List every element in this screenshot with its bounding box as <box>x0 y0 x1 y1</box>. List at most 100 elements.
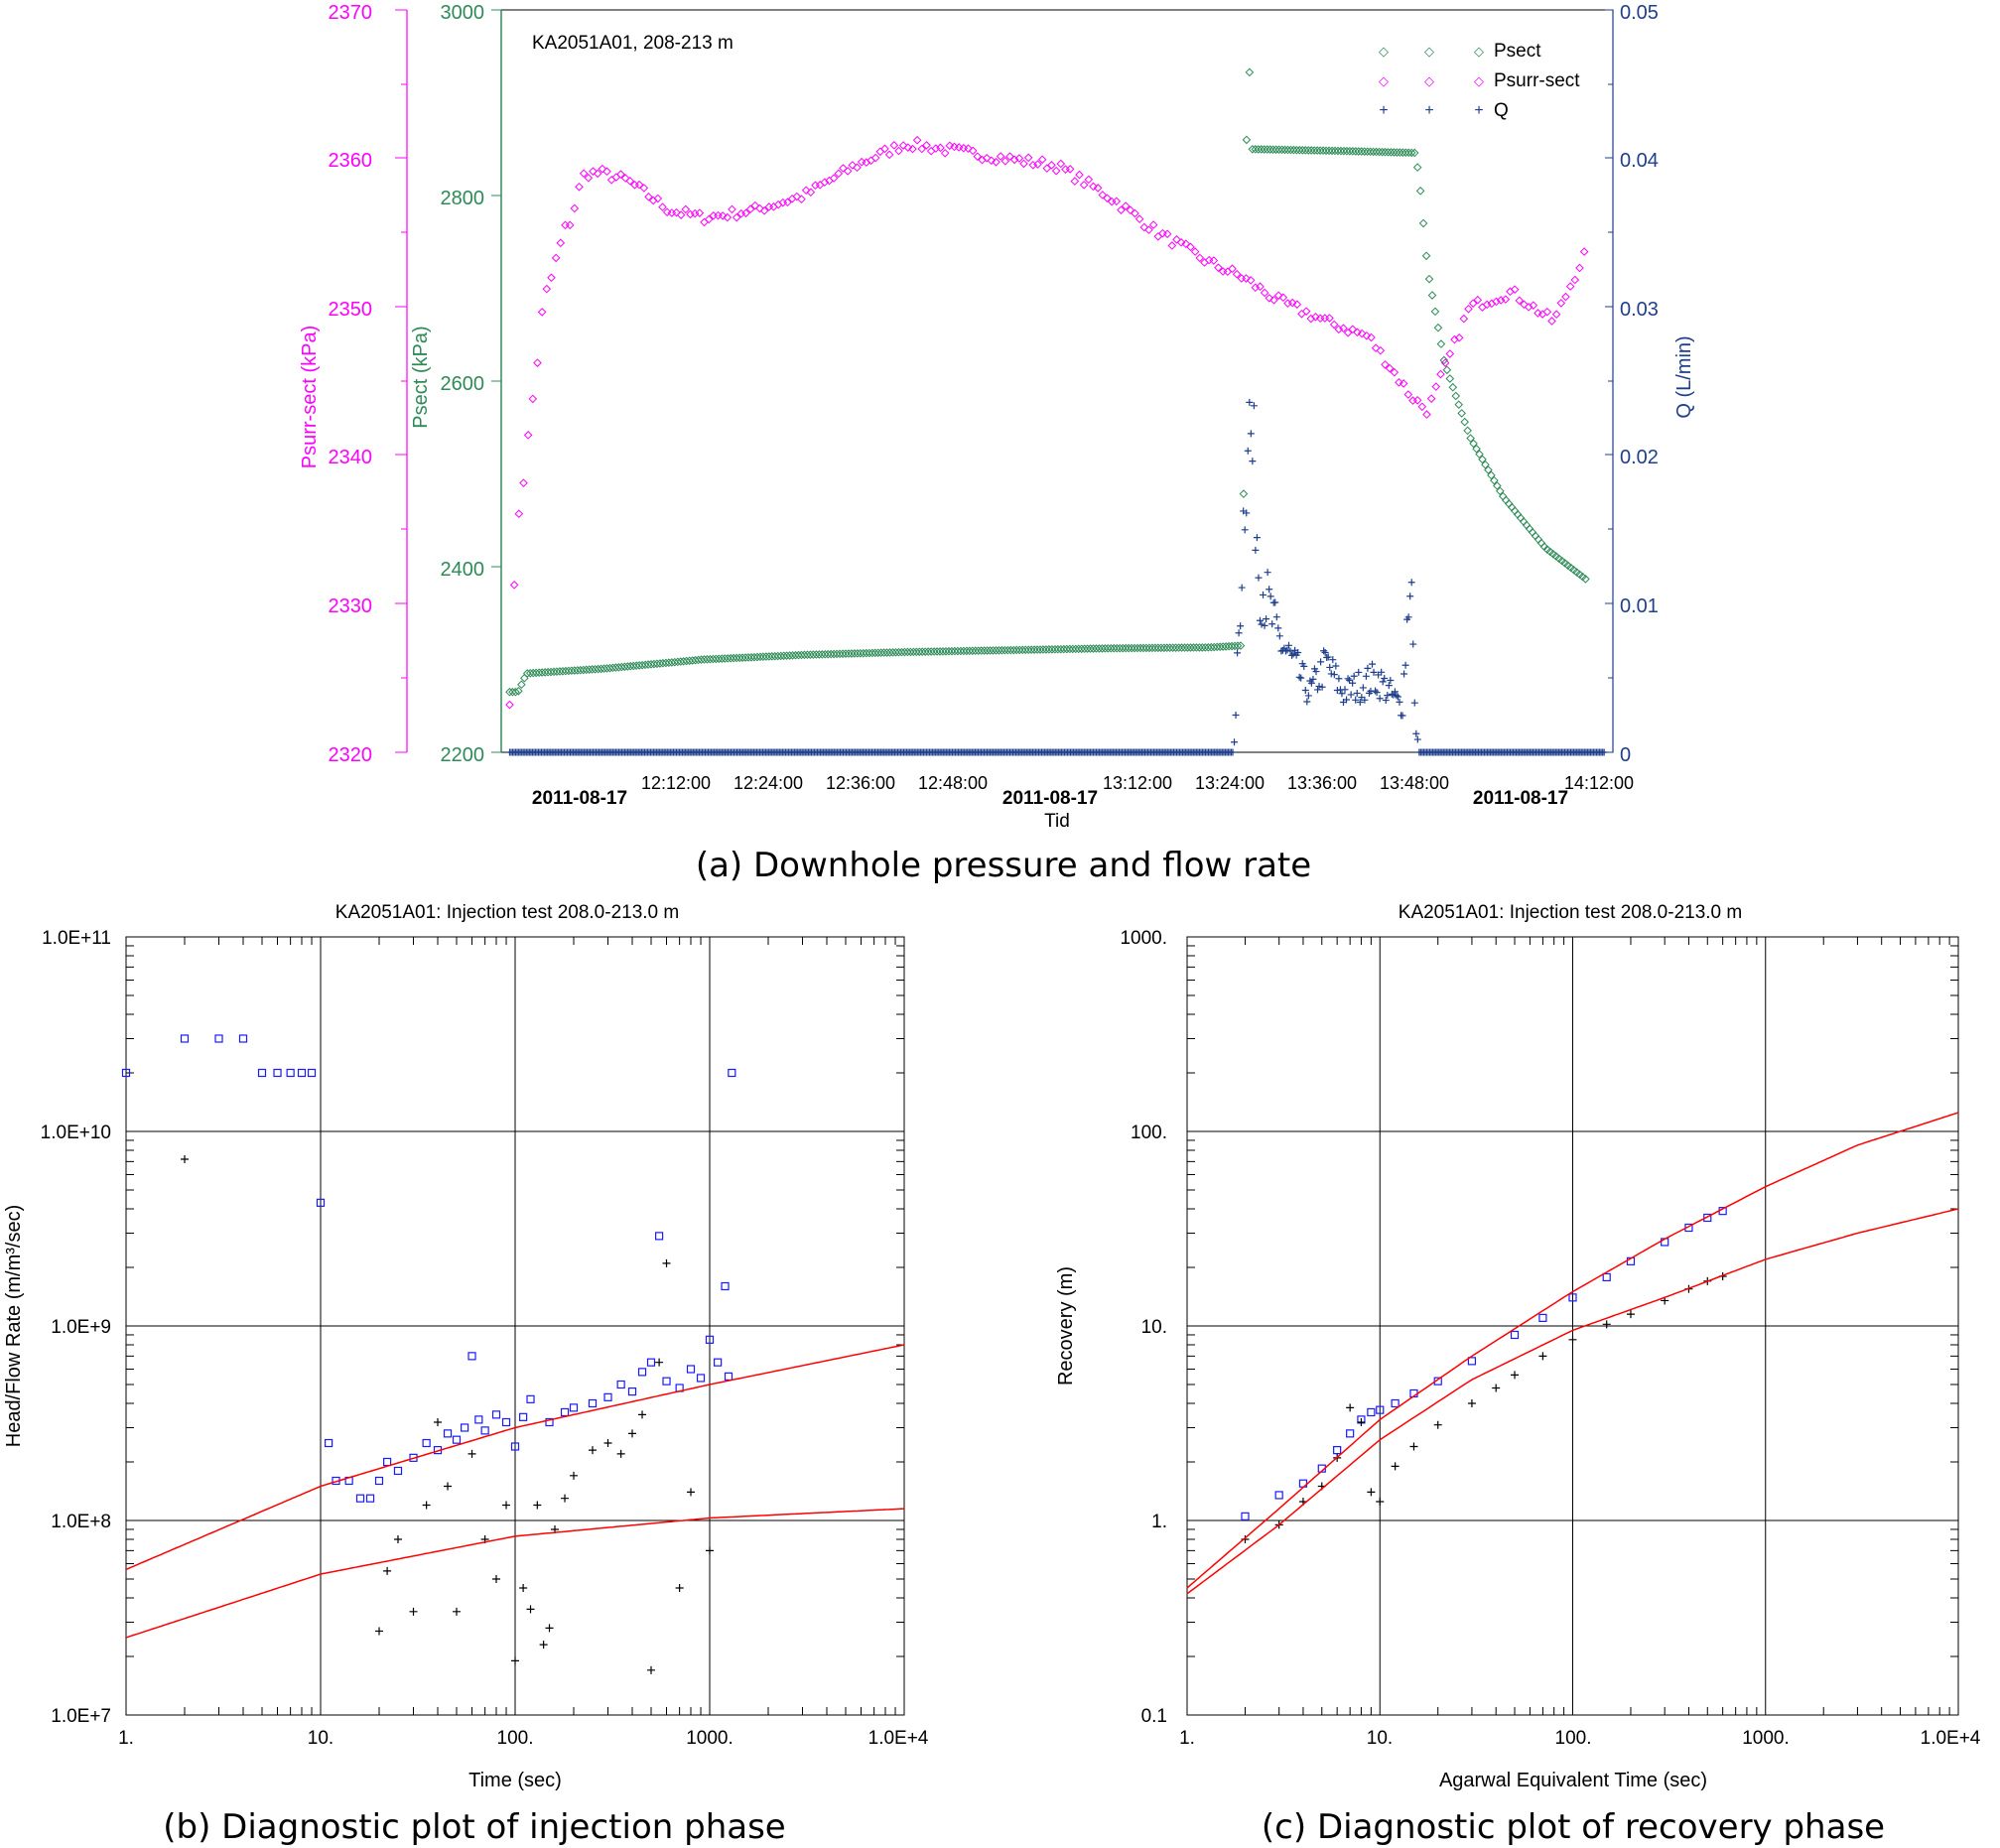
legend-q-marker: + <box>1379 102 1388 119</box>
psurr-marker <box>570 203 580 213</box>
psect-marker <box>956 646 966 656</box>
psurr-marker <box>815 181 825 190</box>
psurr-marker <box>1542 307 1552 317</box>
psect-marker <box>914 647 924 657</box>
data-point-square <box>1376 1405 1385 1414</box>
q-marker <box>1255 574 1263 582</box>
panel-a-frame <box>500 9 1614 753</box>
series-psurr-sect <box>505 135 1589 710</box>
data-point-square <box>714 1358 723 1367</box>
psect-marker <box>1360 147 1370 156</box>
psurr-marker <box>1445 349 1455 358</box>
psurr-marker <box>584 173 594 183</box>
psect-marker <box>1209 642 1219 652</box>
data-point-square <box>214 1034 223 1043</box>
psurr-marker <box>1195 253 1205 263</box>
legend-psect-marker: ◇ <box>1474 44 1484 59</box>
psurr-marker <box>992 157 1000 167</box>
data-point-plus <box>706 1546 714 1555</box>
q-marker <box>1394 693 1401 701</box>
data-point-square <box>569 1403 579 1412</box>
data-point-square <box>307 1068 317 1078</box>
psurr-tick-label: 2370 <box>329 2 373 24</box>
psurr-marker <box>1273 291 1283 301</box>
data-point-square <box>637 1368 647 1377</box>
y-tick-label: 1.0E+11 <box>42 928 111 949</box>
psect-marker <box>1183 643 1192 652</box>
psect-marker <box>767 652 777 661</box>
x-tick-label: 10. <box>308 1728 333 1749</box>
psect-marker <box>770 651 780 661</box>
psurr-marker <box>1551 310 1561 320</box>
q-marker <box>1401 661 1409 669</box>
psect-marker <box>867 648 877 658</box>
psurr-marker <box>1162 229 1172 239</box>
data-point-square <box>273 1068 282 1078</box>
psect-marker <box>1014 645 1024 655</box>
psect-ticks <box>491 9 501 753</box>
psurr-marker <box>1121 201 1131 210</box>
psect-marker <box>909 647 918 657</box>
q-marker <box>1330 671 1338 679</box>
data-point-square <box>1346 1429 1355 1438</box>
psect-marker <box>791 650 800 660</box>
psurr-marker <box>880 144 889 154</box>
psect-marker <box>1008 645 1018 655</box>
psect-marker <box>779 651 788 661</box>
psect-marker <box>1144 643 1154 653</box>
psect-marker <box>1357 147 1367 156</box>
psurr-marker <box>797 195 806 203</box>
psect-marker <box>1263 145 1272 154</box>
psect-marker <box>1436 339 1446 348</box>
data-point-plus <box>393 1534 402 1543</box>
psurr-marker <box>1362 330 1372 340</box>
psect-marker <box>782 651 791 660</box>
psect-marker <box>950 646 960 656</box>
psect-marker <box>856 648 866 658</box>
psect-marker <box>1186 643 1195 652</box>
psurr-marker <box>1037 155 1047 165</box>
psurr-marker <box>611 173 621 182</box>
psect-marker <box>1180 643 1189 652</box>
psect-marker <box>1133 643 1142 653</box>
y-tick-label: 1.0E+8 <box>51 1512 111 1532</box>
black-plus-series <box>1241 1271 1727 1543</box>
psect-marker <box>1303 146 1313 155</box>
psect-marker <box>567 666 577 676</box>
psurr-marker <box>829 174 839 183</box>
psurr-marker <box>1260 288 1269 298</box>
psect-marker <box>1266 145 1274 154</box>
data-point-plus <box>616 1449 625 1458</box>
panel-c: KA2051A01: Injection test 208.0-213.0 m … <box>1055 902 1981 1791</box>
psurr-marker <box>1348 325 1358 334</box>
psect-marker <box>1490 475 1499 485</box>
q-marker <box>1234 649 1242 657</box>
psect-marker <box>932 647 942 656</box>
psect-marker <box>1011 645 1021 655</box>
psect-marker <box>511 687 520 697</box>
fit-line <box>125 1508 905 1639</box>
psect-marker <box>1227 641 1237 651</box>
psurr-marker <box>1533 309 1542 318</box>
psect-marker <box>1421 251 1431 261</box>
psurr-marker <box>750 200 760 210</box>
psect-marker <box>1020 645 1030 655</box>
psect-marker <box>749 652 759 662</box>
x-tick-label: 1. <box>118 1728 134 1749</box>
q-marker <box>1390 691 1398 699</box>
psect-tick-label: 2200 <box>441 744 485 766</box>
q-marker <box>1393 692 1400 700</box>
psurr-marker <box>1126 205 1135 215</box>
fit-line <box>1186 1112 1959 1589</box>
psurr-marker <box>1376 345 1386 355</box>
psurr-marker <box>982 153 992 163</box>
q-marker <box>1381 674 1389 682</box>
psect-marker <box>537 668 547 677</box>
panel-c-y-tick-labels: 0.1 1. 10. 100. 1000. <box>1120 928 1167 1727</box>
psurr-marker <box>1454 333 1464 342</box>
psect-marker <box>1233 641 1243 651</box>
psect-marker <box>1159 643 1169 653</box>
psurr-marker <box>931 144 941 153</box>
data-point-square <box>257 1068 267 1078</box>
